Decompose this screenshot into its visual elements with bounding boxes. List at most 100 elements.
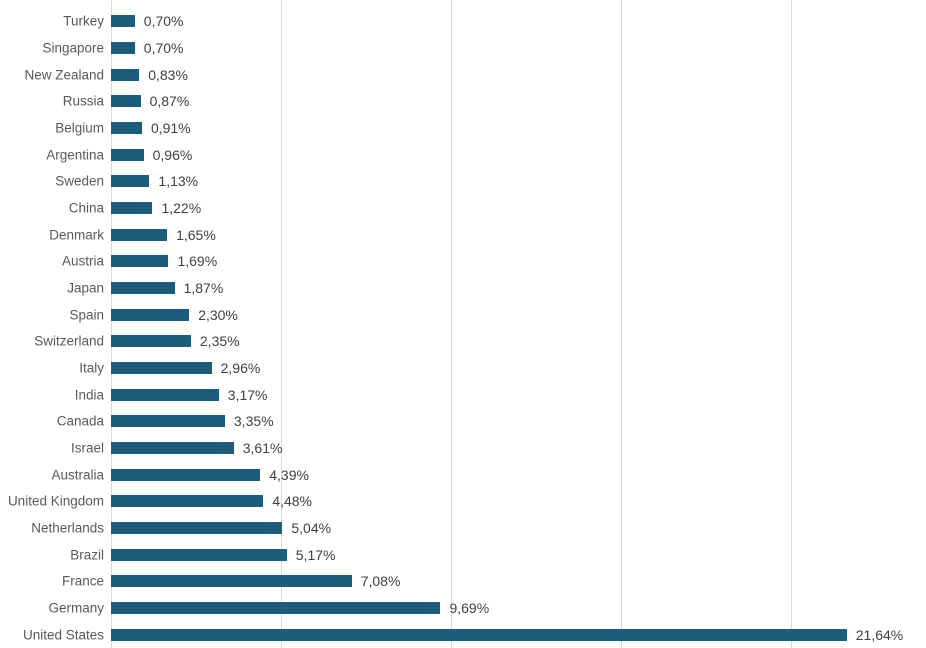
value-label: 0,83%	[148, 66, 188, 83]
axis-line	[111, 0, 112, 648]
bar	[111, 362, 212, 375]
bar	[111, 68, 140, 81]
value-label: 1,65%	[176, 226, 216, 243]
bar	[111, 255, 169, 268]
chart-row: Netherlands 5,04%	[0, 515, 926, 542]
category-label: Sweden	[55, 173, 104, 189]
value-label: 0,70%	[143, 13, 184, 30]
chart-row: Germany 9,69%	[0, 595, 926, 622]
gridline	[621, 0, 622, 648]
chart-row: Australia 4,39%	[0, 461, 926, 488]
category-label: Switzerland	[34, 333, 104, 349]
category-label: Netherlands	[31, 520, 104, 536]
bar	[111, 148, 144, 161]
chart-row: Switzerland 2,35%	[0, 328, 926, 355]
category-label: Germany	[48, 600, 104, 616]
chart-row: Israel 3,61%	[0, 435, 926, 462]
gridline	[451, 0, 452, 648]
chart-row: New Zealand 0,83%	[0, 61, 926, 88]
chart-row: Italy 2,96%	[0, 355, 926, 382]
chart-row: Russia 0,87%	[0, 88, 926, 115]
bar	[111, 628, 847, 641]
bar	[111, 442, 234, 455]
category-label: Denmark	[49, 227, 104, 243]
bar	[111, 495, 264, 508]
chart-row: China 1,22%	[0, 195, 926, 222]
category-label: Italy	[79, 360, 104, 376]
value-label: 0,70%	[143, 40, 184, 56]
chart-row: Austria 1,69%	[0, 248, 926, 275]
chart-row: Spain 2,30%	[0, 301, 926, 328]
bar	[111, 282, 175, 295]
chart-row: Japan 1,87%	[0, 275, 926, 302]
chart-row: France 7,08%	[0, 568, 926, 595]
chart-row: Argentina 0,96%	[0, 141, 926, 168]
chart-row: Canada 3,35%	[0, 408, 926, 435]
value-label: 7,08%	[360, 573, 401, 590]
gridline	[791, 0, 792, 648]
value-label: 2,96%	[220, 360, 261, 377]
category-label: Australia	[51, 467, 104, 483]
bar	[111, 42, 135, 54]
category-label: Turkey	[63, 13, 104, 29]
category-label: Brazil	[70, 547, 104, 563]
bar	[111, 522, 283, 535]
chart-row: Denmark 1,65%	[0, 221, 926, 248]
bar	[111, 468, 261, 481]
value-label: 3,35%	[233, 413, 274, 430]
value-label: 0,91%	[150, 120, 191, 137]
category-label: Singapore	[42, 40, 104, 56]
value-label: 2,30%	[198, 306, 238, 323]
value-label: 4,39%	[269, 466, 309, 483]
category-label: Austria	[61, 253, 104, 269]
chart-row: United Kingdom 4,48%	[0, 488, 926, 515]
category-label: France	[61, 573, 104, 589]
value-label: 0,87%	[149, 93, 190, 110]
chart-rows-layer: Turkey 0,70% Singapore 0,70% New Zealand 0,83…	[0, 8, 926, 648]
chart-row: Turkey 0,70%	[0, 8, 926, 35]
value-label: 1,22%	[161, 200, 202, 217]
value-label: 3,17%	[227, 386, 268, 403]
category-label: Belgium	[55, 120, 104, 136]
chart-row: India 3,17%	[0, 381, 926, 408]
gridline	[281, 0, 282, 648]
chart-row: Sweden 1,13%	[0, 168, 926, 195]
category-label: Russia	[62, 93, 104, 109]
bar	[111, 575, 352, 588]
category-label: Canada	[56, 413, 104, 429]
category-label: Israel	[70, 440, 104, 456]
chart-row: United States 21,64%	[0, 621, 926, 648]
value-label: 5,17%	[295, 546, 336, 563]
value-label: 4,48%	[272, 493, 313, 510]
category-label: Spain	[69, 307, 104, 323]
value-label: 5,04%	[291, 520, 332, 537]
chart-row: Singapore 0,70%	[0, 35, 926, 62]
bar	[111, 335, 191, 348]
value-label: 1,87%	[183, 280, 224, 297]
bar	[111, 122, 142, 135]
bar	[111, 15, 135, 28]
category-label: Japan	[67, 280, 104, 296]
bar	[111, 202, 153, 215]
value-label: 1,69%	[177, 253, 218, 270]
category-label: China	[68, 200, 104, 216]
category-label: United Kingdom	[7, 493, 104, 509]
value-label: 21,64%	[855, 626, 904, 643]
chart-row: Brazil 5,17%	[0, 541, 926, 568]
value-label: 9,69%	[449, 600, 490, 617]
chart-row: Belgium 0,91%	[0, 115, 926, 142]
bar	[111, 388, 219, 401]
bar	[111, 95, 141, 108]
category-label: United States	[22, 627, 104, 643]
value-label: 2,35%	[199, 333, 240, 350]
category-label: India	[74, 387, 104, 403]
bar	[111, 415, 225, 428]
value-label: 3,61%	[242, 440, 283, 457]
category-label: New Zealand	[24, 67, 104, 83]
bar	[111, 228, 168, 241]
bar	[111, 308, 190, 321]
bar	[111, 548, 287, 561]
value-label: 0,96%	[152, 146, 193, 163]
value-label: 1,13%	[158, 173, 199, 190]
